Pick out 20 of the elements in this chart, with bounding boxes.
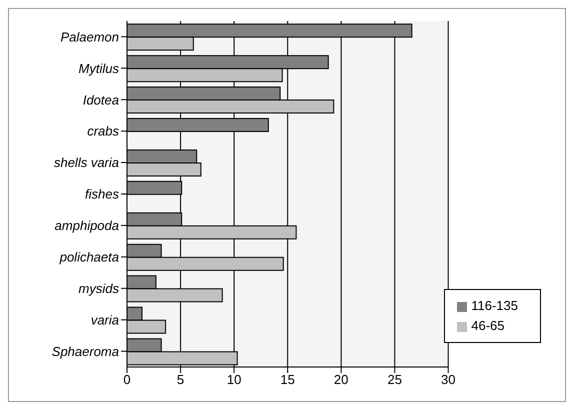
y-tick-label: varia: [90, 312, 119, 328]
y-tick-label: Sphaeroma: [52, 344, 119, 359]
y-tick-label: shells varia: [54, 155, 119, 170]
y-tick-label: fishes: [85, 186, 120, 202]
y-tick-label: Idotea: [82, 92, 119, 108]
x-tick-label: 5: [176, 372, 184, 388]
legend-label: 116-135: [471, 298, 518, 313]
y-tick-label: amphipoda: [54, 218, 119, 234]
legend-label: 46-65: [471, 318, 504, 333]
y-tick-label: mysids: [78, 280, 120, 296]
y-tick-label: polichaeta: [58, 250, 119, 265]
x-tick-label: 25: [387, 372, 402, 388]
x-tick-label: 20: [334, 372, 348, 388]
y-tick-label: Mytilus: [78, 60, 120, 76]
x-tick-label: 10: [226, 372, 242, 388]
y-tick-label: crabs: [87, 124, 120, 139]
x-tick-label: 0: [123, 372, 131, 388]
x-tick-label: 30: [441, 372, 456, 388]
y-tick-label: Palaemon: [60, 29, 119, 44]
x-tick-label: 15: [280, 372, 295, 388]
